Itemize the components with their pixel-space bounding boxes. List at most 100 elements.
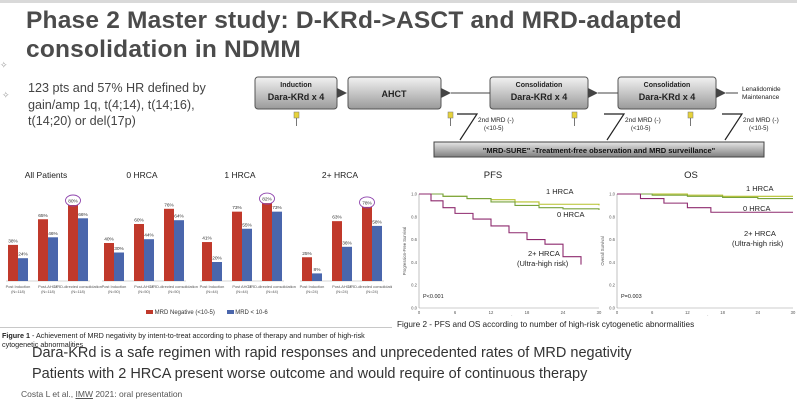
bar-mrd-neg [232,211,242,281]
consolidation-box-label-1: Dara-KRd x 4 [511,92,568,102]
os-x-tick: 18 [720,310,725,315]
pfs-y-tick: 0.2 [411,283,417,288]
induction-box-label: Dara-KRd x 4 [268,92,325,102]
os-y-tick: 0.6 [609,237,615,242]
bar-mrd-10-6 [144,239,154,281]
sparkle-icon: ✧ [0,60,8,70]
sample-icon [447,111,454,126]
legend-label-1: MRD Negative (<10-5) [154,310,215,316]
bar-label: 60% [134,218,144,224]
os-curve-0 [617,193,793,197]
os-x-label: Months [698,315,712,316]
group-title: 1 HRCA [224,170,256,180]
bar-mrd-neg [262,203,272,281]
bar-mrd-10-6 [18,258,28,281]
bar-label: 73% [272,205,282,211]
bar-label: 36% [342,240,352,246]
pfs-pvalue: P<0.001 [423,294,444,300]
treatment-scheme: Induction Dara-KRd x 4 AHCT Consolidatio… [254,76,781,158]
bullet-1: Dara-KRd is a safe regimen with rapid re… [32,345,632,361]
pfs-y-tick: 1.0 [411,192,417,197]
figure1-legend: MRD Negative (<10-5) MRD < 10-6 [146,310,268,316]
category-label: MRD-directed consolidation (N=118) [54,284,102,294]
pfs-label-1hrca: 1 HRCA [546,187,574,196]
ahct-box-label: AHCT [382,89,407,99]
bar-mrd-neg [362,206,372,281]
pfs-label-2hrca: 2+ HRCA [528,249,560,258]
sample-icon [571,111,578,126]
bar-mrd-10-6 [242,228,252,281]
pfs-x-label: Months [502,315,516,316]
mrd-sure-label: "MRD-SURE" -Treatment-free observation a… [483,146,716,155]
bar-label: 80% [68,199,78,205]
mrd-sub-2: (<10-5) [631,126,651,132]
bar-mrd-neg [38,219,48,281]
arrow-right-icon [337,88,347,98]
citation-journal: IMW [75,389,93,399]
bar-label: 44% [144,233,154,239]
bar-mrd-10-6 [212,262,222,281]
pfs-curve-1 [419,193,600,210]
os-x-tick: 30 [791,310,796,315]
os-y-tick: 0.0 [609,306,615,311]
slide-title-line2: consolidation in NDMM [26,36,302,63]
bar-mrd-neg [164,208,174,281]
consolidation-box-label-2: Dara-KRd x 4 [639,92,696,102]
bar-mrd-neg [104,243,114,281]
pfs-x-tick: 0 [418,310,421,315]
highlight-circle [259,192,275,205]
bar-mrd-10-6 [342,246,352,281]
os-y-tick: 0.4 [609,260,615,265]
category-label: Post Induction (N=44) [200,284,225,294]
legend-label-2: MRD < 10-6 [235,310,268,316]
mrd-sure-box [433,141,765,158]
sample-icon [293,111,300,126]
bar-mrd-neg [8,244,18,281]
bar-label: 30% [114,246,124,252]
category-label: Post-AHCT (N=50) [134,284,154,294]
os-y-tick: 0.8 [609,214,615,219]
category-label: Post-AHCT (N=118) [38,284,58,294]
pfs-y-label: Progression-Free Survival [402,227,407,275]
pfs-label-2hrca-sub: (Ultra-high risk) [517,259,569,268]
bar-label: 20% [212,256,222,262]
arrow-right-icon [588,88,598,98]
pfs-x-tick: 6 [454,310,457,315]
arrow-right-icon [441,88,451,98]
maintenance-label-1: Lenalidomide [742,86,781,93]
induction-label: Induction [280,82,312,89]
bar-label: 78% [362,200,372,206]
arrow-right-icon [716,88,726,98]
legend-swatch-red [146,310,153,315]
pfs-y-tick: 0.4 [411,260,417,265]
bar-label: 58% [372,219,382,225]
os-x-tick: 0 [616,310,619,315]
os-label-1hrca: 1 HRCA [746,184,774,193]
pfs-y-tick: 0.8 [411,214,417,219]
bar-mrd-neg [68,205,78,281]
consolidation-label-1: Consolidation [516,82,563,89]
sparkle-icon-2: ✧ [2,90,10,100]
sample-icon [687,111,694,126]
category-label: MRD-directed consolidation (N=44) [248,284,296,294]
pfs-curve-2 [419,193,582,265]
bar-label: 55% [242,222,252,228]
intro-text: 123 pts and 57% HR defined by gain/amp 1… [28,81,206,128]
category-label: Post AHCT (N=44) [232,284,252,294]
highlight-circle [65,194,81,207]
bar-mrd-10-6 [114,252,124,281]
bar-mrd-10-6 [78,218,88,281]
maintenance-label-2: Maintenance [742,94,780,101]
bar-label: 63% [332,215,342,221]
bar-mrd-neg [202,242,212,281]
os-y-tick: 1.0 [609,192,615,197]
mrd-label-2: 2nd MRD (-) [625,117,661,124]
bar-label: 8% [314,267,322,273]
citation: Costa L et al., IMW 2021: oral presentat… [21,389,182,399]
bar-label: 25% [302,251,312,257]
category-label: MRD-directed consolidation (N=24) [348,284,392,294]
mrd-label-1: 2nd MRD (-) [478,117,514,124]
pfs-label-0hrca: 0 HRCA [557,210,585,219]
figure1-caption-bold: Figure 1 [2,331,30,340]
pfs-x-tick: 12 [489,310,494,315]
